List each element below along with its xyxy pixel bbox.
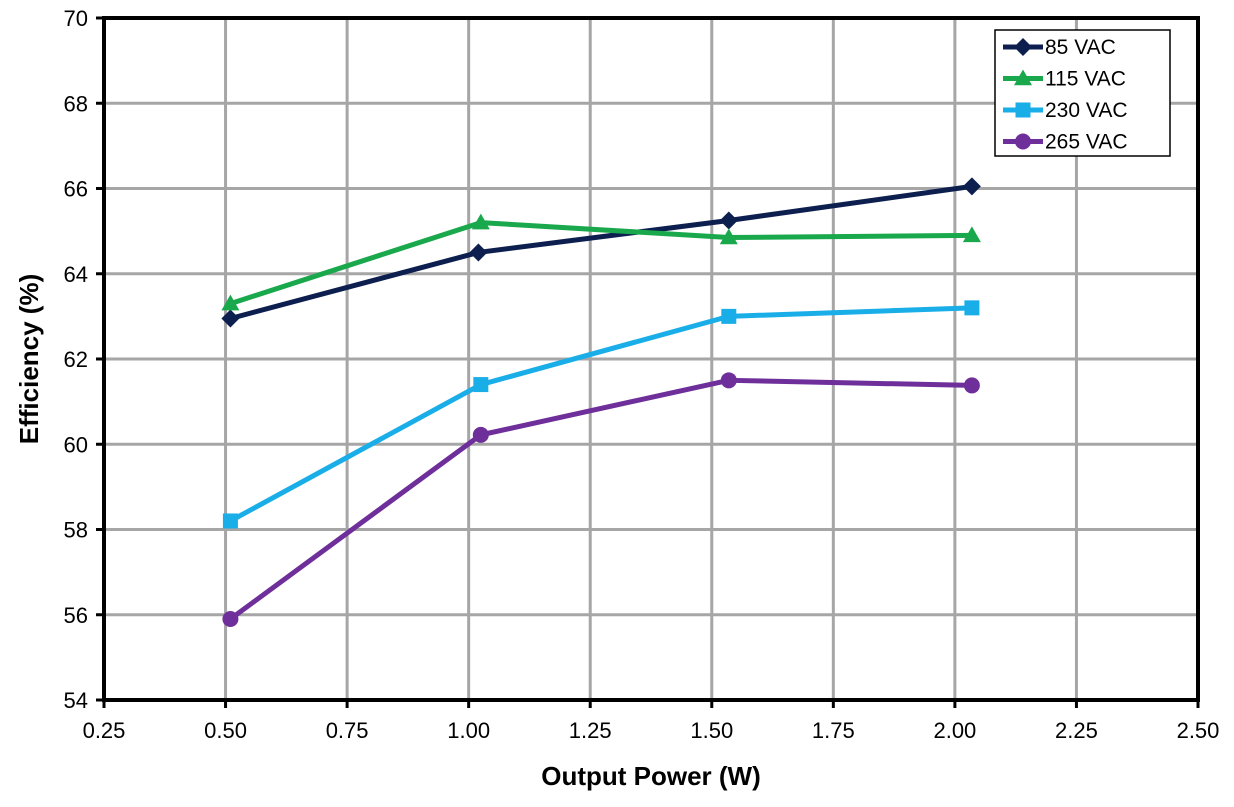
legend-swatch-marker xyxy=(1015,133,1031,150)
y-tick-label: 70 xyxy=(64,6,88,31)
y-tick-label: 64 xyxy=(64,262,88,287)
series xyxy=(221,177,981,628)
legend-entry: 115 VAC xyxy=(1003,68,1126,91)
x-tick-label: 0.50 xyxy=(204,718,247,743)
x-tick-label: 2.00 xyxy=(933,718,976,743)
series-0 xyxy=(221,177,981,328)
data-point xyxy=(222,611,239,628)
data-point xyxy=(963,377,980,394)
data-point xyxy=(721,308,737,324)
data-point xyxy=(469,243,488,262)
data-point xyxy=(962,177,981,196)
y-tick-label: 58 xyxy=(64,518,88,543)
data-point xyxy=(222,513,238,529)
y-tick-labels: 54 56 58 60 62 64 66 68 70 xyxy=(64,6,104,713)
series-3 xyxy=(222,372,980,628)
y-axis-title: Efficiency (%) xyxy=(14,274,44,445)
x-tick-label: 1.50 xyxy=(690,718,733,743)
series-2 xyxy=(222,300,980,529)
x-tick-label: 0.25 xyxy=(83,718,126,743)
x-tick-label: 2.50 xyxy=(1177,718,1220,743)
data-point xyxy=(472,426,489,443)
data-point xyxy=(962,226,981,243)
y-tick-label: 60 xyxy=(64,432,88,457)
legend-entry: 265 VAC xyxy=(1003,131,1128,154)
y-tick-label: 68 xyxy=(64,91,88,116)
data-point xyxy=(221,309,240,328)
legend-label: 265 VAC xyxy=(1045,131,1128,154)
legend-entry: 85 VAC xyxy=(1003,36,1116,59)
data-point xyxy=(221,294,240,311)
legend-swatch-marker xyxy=(1014,38,1032,56)
series-line xyxy=(228,377,972,622)
data-point xyxy=(719,211,738,230)
legend-swatch-marker xyxy=(1015,102,1031,118)
data-point xyxy=(720,372,737,389)
x-tick-label: 1.75 xyxy=(812,718,855,743)
x-tick-label: 1.00 xyxy=(447,718,490,743)
legend-label: 115 VAC xyxy=(1045,68,1126,91)
y-tick-label: 56 xyxy=(64,603,88,628)
legend-label: 230 VAC xyxy=(1045,99,1128,122)
x-tick-label: 1.25 xyxy=(569,718,612,743)
y-tick-label: 66 xyxy=(64,177,88,202)
legend-label: 85 VAC xyxy=(1045,36,1116,59)
data-point xyxy=(471,213,490,230)
series-line xyxy=(229,305,972,524)
series-line xyxy=(229,183,973,321)
y-tick-label: 62 xyxy=(64,347,88,372)
x-tick-labels: 0.25 0.50 0.75 1.00 1.25 1.50 1.75 2.00 2.25 2.50 xyxy=(83,700,1220,743)
x-tick-label: 2.25 xyxy=(1055,718,1098,743)
x-axis-title: Output Power (W) xyxy=(541,761,761,791)
series-1 xyxy=(221,213,981,311)
data-point xyxy=(964,300,980,316)
y-tick-label: 54 xyxy=(64,688,88,713)
data-point xyxy=(473,377,489,393)
legend-entry: 230 VAC xyxy=(1003,99,1128,122)
x-tick-label: 0.75 xyxy=(326,718,369,743)
series-line xyxy=(229,220,972,306)
legend-swatch-marker xyxy=(1014,69,1032,86)
data-point xyxy=(719,228,738,245)
legend: 85 VAC 115 VAC 230 VAC 265 VAC xyxy=(994,29,1171,157)
